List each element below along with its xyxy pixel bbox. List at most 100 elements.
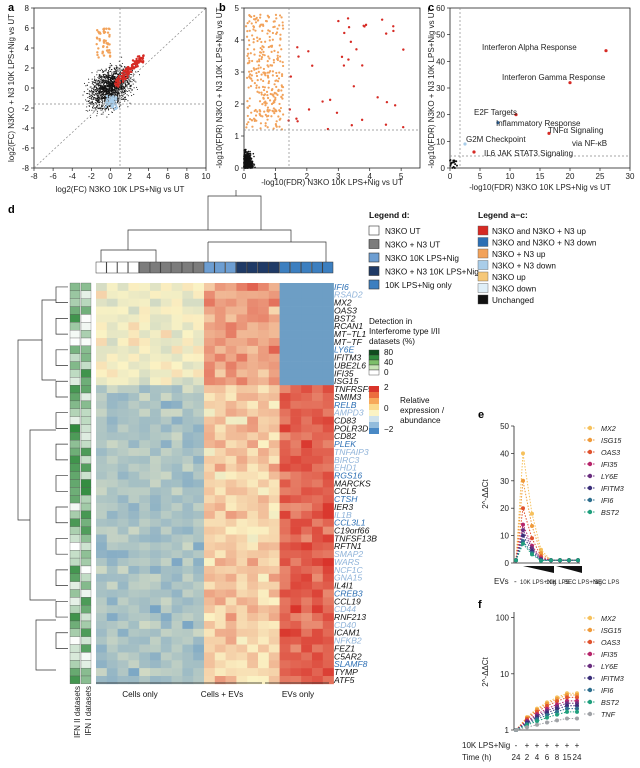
panel-a-point-n3up [98,37,101,41]
panel-b-point-n3up [278,24,281,27]
heatmap-cell [96,353,108,362]
panel-a-point [98,93,101,95]
panel-a-xtick: 10 [202,172,211,181]
panel-a-point [98,75,100,78]
heatmap-cell [236,534,248,543]
heatmap-cell [322,330,334,339]
panel-a-point [91,88,93,90]
heatmap-cell [290,353,302,362]
panel-b-point-up [392,29,395,33]
panel-b-point-n3up [261,53,265,56]
panel-a-point [92,96,94,99]
panel-a-point-up [120,75,123,78]
panel-a-point [108,68,111,70]
panel-a-point [94,94,96,96]
heatmap-cell [301,573,313,582]
heatmap-cell [322,322,334,331]
panel-a-point [88,109,91,111]
heatmap-cell [236,330,248,339]
panel-a-point [123,89,125,92]
panel-a-point [105,68,107,70]
heatmap-cell [182,306,194,315]
ifn-cell [80,447,92,457]
heatmap-cell [96,660,108,669]
ifn-cell [69,675,81,685]
panel-b-point [247,156,249,158]
heatmap-cell [312,432,324,441]
heatmap-cell [290,283,302,292]
heatmap-cell [258,463,270,472]
panel-f-row1-value: + [525,741,530,750]
panel-b-point-n3up [259,66,262,69]
heatmap-cell [150,314,162,323]
heatmap-cell [117,644,129,653]
heatmap-cell [322,660,334,669]
heatmap-cell [171,628,183,637]
panel-a-point [131,81,133,83]
panel-a-point [116,94,118,96]
panel-b-point-n3up [258,58,261,61]
panel-a-point [90,97,93,99]
heatmap-cell [150,573,162,582]
panel-b-point-n3up [258,86,261,89]
panel-a-point [129,76,131,78]
heatmap-cell [290,408,302,417]
panel-a-point-n3up [108,48,111,52]
panel-a-point [110,85,112,87]
heatmap-cell [268,597,280,606]
heatmap-cell [106,668,118,677]
panel-e-x-sec-lps: SEC LPS [594,580,619,586]
heatmap-cell [268,338,280,347]
ifn-cell [80,322,92,331]
ifn-cell [80,471,92,480]
panel-b-point [251,164,253,167]
panel-b-point-n3up [269,69,272,73]
panel-b-point-n3up [271,109,274,112]
heatmap-cell [290,652,302,661]
heatmap-cell [182,620,194,630]
heatmap-cell [106,290,118,300]
panel-b-point-up [289,75,293,78]
panel-a-point [121,98,123,100]
panel-a-point-up [142,54,145,57]
panel-a-point [123,96,125,98]
heatmap-cell [322,314,334,323]
panel-b-point-n3up [273,83,276,86]
heatmap-cell [258,361,270,370]
panel-b-point-n3up [252,117,256,120]
heatmap-cell [96,550,108,559]
panel-f-point [575,706,579,711]
heatmap-cell [258,353,270,362]
panel-a-point-n3down [114,104,118,107]
panel-a-point [111,76,114,78]
ifn-cell [80,510,92,519]
heatmap-cell [312,660,324,669]
panel-d-row-dendrogram [17,286,68,671]
heatmap-cell [106,652,118,661]
panel-a-point [92,105,94,107]
legend-d-expression-title-2: expression / [400,406,445,415]
panel-a-point [92,95,94,97]
heatmap-cell [150,605,162,614]
heatmap-cell [139,644,151,653]
column-annotation-cell [300,261,312,274]
heatmap-cell [247,542,259,551]
legend-d-expression-title-1: Relative [400,396,430,405]
panel-a-point [111,83,113,85]
heatmap-cell [301,353,313,362]
heatmap-cell [182,597,194,606]
panel-f-point [565,709,569,714]
heatmap-cell [258,283,270,292]
panel-a-point-n3up [102,54,106,57]
heatmap-cell [160,613,172,622]
panel-a-point [117,99,119,101]
heatmap-cell [182,283,194,292]
heatmap-cell [236,283,248,292]
panel-a-point [85,109,87,112]
panel-a-point [92,81,95,83]
heatmap-cell [204,322,216,331]
heatmap-cell [279,676,291,685]
column-annotation-cell [182,261,193,274]
heatmap-cell [117,620,129,630]
heatmap-cell [268,495,280,504]
